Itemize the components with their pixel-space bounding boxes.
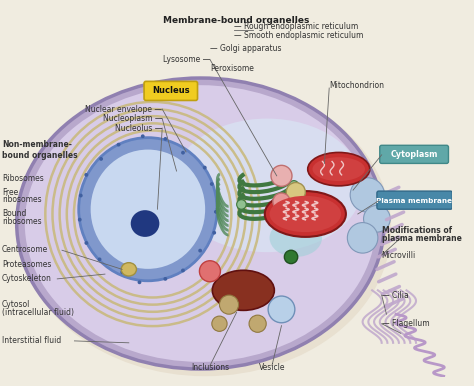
Ellipse shape [237,200,246,209]
FancyBboxPatch shape [377,191,452,209]
Ellipse shape [308,152,370,186]
Ellipse shape [270,196,341,232]
Text: Modifications of: Modifications of [382,226,452,235]
Ellipse shape [172,119,363,252]
Ellipse shape [79,194,82,198]
Ellipse shape [289,181,299,190]
Text: Bound: Bound [2,210,26,218]
Ellipse shape [131,210,159,237]
Text: Nucleolus —: Nucleolus — [115,124,162,133]
Ellipse shape [117,143,120,147]
Text: — Rough endoplasmic reticulum: — Rough endoplasmic reticulum [234,22,358,30]
Ellipse shape [212,316,227,331]
Text: Non-membrane-
bound organelles: Non-membrane- bound organelles [2,141,78,160]
FancyBboxPatch shape [380,145,448,163]
Text: Mitochondrion: Mitochondrion [329,81,384,90]
Ellipse shape [84,173,88,177]
Text: Inclusions: Inclusions [191,363,229,372]
Ellipse shape [200,261,220,282]
Ellipse shape [164,277,167,281]
Text: Nuclear envelope —: Nuclear envelope — [85,105,162,113]
Ellipse shape [212,270,274,310]
Text: Nucleoplasm —: Nucleoplasm — [103,114,162,123]
Text: (intracellular fluid): (intracellular fluid) [2,308,74,317]
Ellipse shape [164,137,167,141]
Text: Peroxisome: Peroxisome [210,64,254,73]
Text: Proteasomes: Proteasomes [2,260,51,269]
Ellipse shape [214,210,218,214]
Text: Free: Free [2,188,18,196]
Text: Microvilli: Microvilli [382,251,416,259]
Text: Plasma membrane: Plasma membrane [376,198,452,204]
Ellipse shape [91,150,205,269]
Ellipse shape [121,262,137,276]
Ellipse shape [98,257,101,261]
Ellipse shape [141,134,145,138]
Ellipse shape [212,231,216,235]
Text: Nucleus: Nucleus [152,86,190,95]
Ellipse shape [120,270,124,274]
Ellipse shape [312,157,365,181]
Ellipse shape [17,78,384,369]
Text: plasma membrane: plasma membrane [382,234,462,243]
Ellipse shape [79,138,217,281]
Ellipse shape [137,280,141,284]
Ellipse shape [284,250,298,264]
Text: ribosomes: ribosomes [2,195,42,204]
Ellipse shape [286,183,305,201]
Text: Centrosome: Centrosome [2,245,48,254]
Ellipse shape [181,269,185,273]
Ellipse shape [181,151,185,154]
Ellipse shape [270,219,322,257]
Text: Membrane-bound organelles: Membrane-bound organelles [164,17,310,25]
Ellipse shape [210,182,214,186]
Ellipse shape [19,80,391,376]
Ellipse shape [25,85,376,362]
Text: Vesicle: Vesicle [259,363,285,372]
FancyBboxPatch shape [144,81,198,100]
Ellipse shape [364,205,390,232]
Text: Cytoskeleton: Cytoskeleton [2,274,52,283]
Text: Cytosol: Cytosol [2,300,30,309]
Text: Lysosome —: Lysosome — [163,55,210,64]
Ellipse shape [198,249,202,252]
Ellipse shape [99,157,103,161]
Text: ribosomes: ribosomes [2,217,42,226]
Ellipse shape [273,193,290,210]
Ellipse shape [271,165,292,186]
Ellipse shape [84,241,88,245]
Ellipse shape [78,218,82,222]
Ellipse shape [287,214,297,223]
Text: Interstitial fluid: Interstitial fluid [2,337,61,345]
Text: Cytoplasm: Cytoplasm [391,150,438,159]
Text: — Flagellum: — Flagellum [382,319,429,328]
Ellipse shape [203,166,207,169]
Text: — Smooth endoplasmic reticulum: — Smooth endoplasmic reticulum [234,31,363,40]
Ellipse shape [219,295,238,314]
Ellipse shape [347,223,378,253]
Ellipse shape [265,191,346,237]
Ellipse shape [350,178,384,212]
Ellipse shape [268,296,295,323]
Ellipse shape [249,315,266,332]
Text: — Cilia: — Cilia [382,291,409,300]
Text: — Golgi apparatus: — Golgi apparatus [210,44,282,53]
Ellipse shape [216,207,219,211]
Text: Ribosomes: Ribosomes [2,174,44,183]
